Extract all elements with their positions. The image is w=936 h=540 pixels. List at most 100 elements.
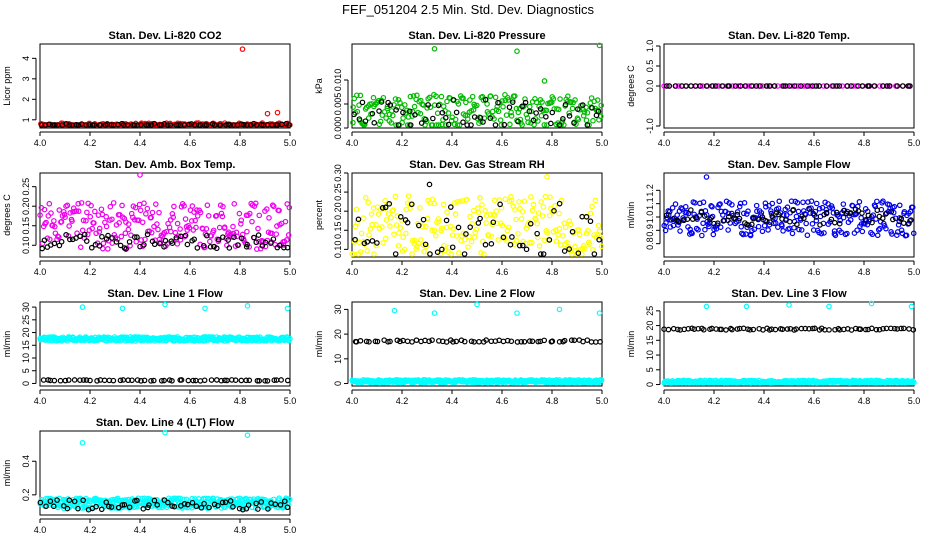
data-point <box>833 209 840 216</box>
chart-title: Stan. Dev. Line 1 Flow <box>107 288 223 300</box>
data-point <box>472 229 479 236</box>
data-point <box>231 201 238 207</box>
data-point <box>161 243 167 250</box>
data-point <box>162 237 169 244</box>
data-point <box>769 200 776 207</box>
data-series <box>349 174 605 257</box>
data-point <box>77 377 83 383</box>
data-point <box>418 120 425 126</box>
data-point <box>383 217 390 223</box>
data-point <box>80 377 87 383</box>
data-point <box>221 224 228 231</box>
data-point <box>222 499 229 506</box>
data-point <box>571 120 577 126</box>
data-point <box>177 226 183 232</box>
y-tick-label: 25 <box>645 306 655 316</box>
data-point <box>723 327 729 333</box>
chart-panel: Stan. Dev. Li-820 Temp. 4.0 4.2 4.4 4.6 4.8 5.… <box>626 30 920 148</box>
data-point <box>231 234 237 240</box>
data-point <box>269 202 276 208</box>
data-point <box>411 237 418 244</box>
data-point <box>352 223 359 230</box>
data-point <box>51 218 57 224</box>
data-point <box>519 208 526 215</box>
data-point <box>276 495 282 502</box>
data-point <box>767 219 773 225</box>
data-point <box>507 241 514 248</box>
x-tick-label: 4.2 <box>84 396 97 406</box>
data-point <box>685 325 692 332</box>
x-tick-label: 4.2 <box>708 396 721 406</box>
data-point <box>530 117 537 124</box>
data-point <box>784 326 791 332</box>
data-point <box>517 205 523 212</box>
data-point <box>784 204 791 210</box>
data-point <box>453 338 460 345</box>
data-point <box>113 239 120 245</box>
data-point <box>908 303 915 310</box>
data-point <box>579 251 585 257</box>
data-point <box>834 83 840 89</box>
data-point <box>354 92 360 99</box>
data-point <box>575 250 582 256</box>
data-point <box>355 216 362 223</box>
x-tick-label: 4.4 <box>134 525 147 535</box>
data-point <box>284 244 291 251</box>
data-point <box>461 251 468 257</box>
data-point <box>218 377 225 384</box>
data-point <box>589 105 595 111</box>
data-point <box>133 503 140 510</box>
data-point <box>151 120 158 127</box>
data-point <box>172 229 179 236</box>
data-point <box>409 251 415 257</box>
data-point <box>703 303 710 310</box>
chart-panel: Stan. Dev. Gas Stream RH 4.0 4.2 4.4 4.6 4.8 5… <box>314 159 608 277</box>
data-point <box>806 206 813 212</box>
data-point <box>482 96 489 103</box>
data-point <box>460 119 466 125</box>
data-point <box>838 229 844 236</box>
data-point <box>63 231 69 238</box>
data-point <box>595 108 602 115</box>
data-point <box>543 107 550 114</box>
data-point <box>215 502 221 509</box>
data-point <box>394 213 401 219</box>
data-point <box>67 210 73 216</box>
data-point <box>400 234 406 241</box>
data-point <box>235 242 241 248</box>
data-point <box>80 217 87 224</box>
data-point <box>812 325 818 332</box>
data-point <box>501 121 508 128</box>
data-point <box>584 109 591 116</box>
data-point <box>131 234 138 240</box>
data-point <box>901 325 907 332</box>
data-point <box>55 234 62 240</box>
data-point <box>487 115 494 121</box>
data-point <box>62 377 69 384</box>
data-point <box>883 225 889 232</box>
data-point <box>175 495 182 502</box>
data-point <box>67 236 73 243</box>
data-point <box>898 227 905 234</box>
data-point <box>411 103 418 110</box>
data-point <box>747 232 754 239</box>
data-point <box>502 196 509 203</box>
x-tick-label: 4.8 <box>858 267 871 277</box>
data-point <box>471 114 478 120</box>
data-point <box>73 122 79 128</box>
data-point <box>672 83 679 89</box>
data-point <box>173 235 180 241</box>
data-point <box>39 245 46 252</box>
data-point <box>479 202 485 208</box>
data-point <box>354 219 361 226</box>
data-point <box>91 122 98 128</box>
data-point <box>382 197 388 204</box>
data-point <box>203 232 210 239</box>
data-point <box>556 306 563 313</box>
data-point <box>93 503 99 510</box>
data-point <box>533 110 539 116</box>
data-point <box>876 326 883 333</box>
data-point <box>810 210 817 217</box>
